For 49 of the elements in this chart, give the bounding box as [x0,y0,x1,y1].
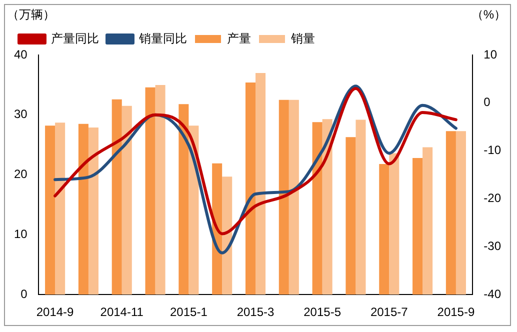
bar [88,127,98,295]
y2-tick-label: -40 [484,286,502,301]
y-tick-label: 40 [14,47,28,62]
bar [222,176,232,295]
bar [212,163,222,295]
x-tick-label: 2015-7 [370,305,408,320]
bar [112,99,122,295]
y-tick-label: 10 [14,227,28,242]
y-tick-label: 30 [14,107,28,122]
bar [412,158,423,295]
y2-tick-label: -10 [484,143,502,158]
x-tick-label: 2015-5 [304,305,342,320]
x-tick-label: 2015-9 [437,305,475,320]
x-tick-label: 2015-3 [236,305,275,320]
x-tick-label: 2015-1 [170,305,208,320]
y-tick-label: 20 [14,167,28,182]
bar [145,87,156,295]
bar [55,122,66,295]
bar [278,100,289,295]
y2-tick-label: -30 [484,238,502,253]
bar [379,164,390,295]
y2-tick-label: 10 [484,47,498,62]
bar [456,131,466,295]
bar [446,131,456,295]
bar [45,126,56,295]
bar [256,72,266,295]
y2-tick-label: -20 [484,191,502,206]
bar [356,120,366,295]
bar [288,100,299,295]
legend-label: 销量同比 [138,31,187,46]
bar [389,153,400,295]
x-tick-label: 2014-11 [100,305,144,320]
legend-label: 产量 [227,31,251,46]
bar [312,122,322,295]
bar [322,119,332,295]
y2-axis-title: （%） [471,7,506,22]
bar [422,147,433,295]
bar [346,137,356,295]
legend-label: 销量 [290,31,315,46]
y-axis-title: （万辆） [7,7,55,22]
bar [245,82,256,295]
bar [178,104,189,295]
bar [78,124,88,295]
bar [155,84,166,295]
bar [122,106,132,295]
legend-label: 产量同比 [51,31,99,46]
x-tick-label: 2014-9 [36,305,74,320]
y-tick-label: 0 [20,286,28,301]
y2-tick-label: 0 [484,95,491,110]
